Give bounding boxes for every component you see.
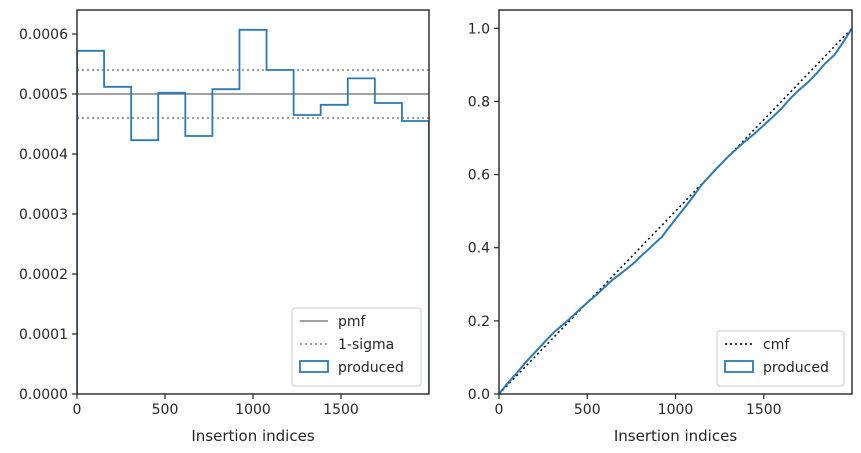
cumulative-point-20 bbox=[674, 218, 677, 220]
cumulative-point-4 bbox=[533, 352, 536, 354]
y-tick-label: 0.4 bbox=[468, 241, 490, 257]
legend-label: produced bbox=[763, 360, 829, 376]
cumulative-point-25 bbox=[718, 164, 721, 167]
cumulative-point-6 bbox=[552, 332, 555, 334]
cumulative-point-5 bbox=[542, 342, 544, 345]
legend-handle-patch bbox=[724, 360, 754, 373]
x-axis-label: Insertion indices bbox=[614, 427, 737, 445]
plot-data bbox=[499, 27, 852, 394]
legend-label: produced bbox=[338, 360, 404, 376]
cumulative-point-31 bbox=[780, 107, 783, 110]
cumulative-point-24 bbox=[715, 167, 718, 170]
y-tick-label: 0.0002 bbox=[19, 267, 68, 283]
cumulative-point-28 bbox=[745, 139, 747, 142]
cumulative-point-38 bbox=[842, 41, 844, 43]
cumulative-point-17 bbox=[648, 248, 650, 250]
legend-label: pmf bbox=[338, 314, 367, 330]
cumulative-point-10 bbox=[586, 301, 589, 304]
x-tick-label: 0 bbox=[73, 402, 82, 418]
chart-panel-cmf: 0 500 1000 1500 0.0 0.2 0.4 0.6 0.8 1.0 Insertion … bbox=[468, 9, 853, 445]
cumulative-point-1 bbox=[507, 382, 509, 384]
cumulative-point-13 bbox=[612, 278, 615, 280]
cumulative-point-22 bbox=[692, 195, 694, 198]
legend-label: 1-sigma bbox=[338, 337, 394, 353]
y-tick-label: 0.0004 bbox=[19, 147, 68, 163]
chart-panel-pmf: 0 500 1000 1500 0.0000 0.0001 0.0002 0.0003 0.00… bbox=[19, 9, 430, 445]
y-tick-label: 0.6 bbox=[468, 168, 490, 184]
x-tick-label: 500 bbox=[574, 402, 601, 418]
cumulative-point-21 bbox=[688, 201, 690, 203]
legend-handle-patch bbox=[299, 360, 329, 373]
cumulative-point-14 bbox=[621, 271, 624, 274]
y-tick-label: 0.0005 bbox=[19, 87, 68, 103]
plot-data bbox=[77, 28, 429, 394]
y-tick-label: 0.0 bbox=[468, 387, 490, 403]
x-tick-label: 1000 bbox=[658, 402, 694, 418]
y-tick-label: 0.0006 bbox=[19, 27, 68, 43]
legend-frame bbox=[291, 307, 422, 387]
cumulative-point-18 bbox=[661, 235, 663, 238]
cumulative-point-16 bbox=[639, 256, 641, 258]
y-tick-label: 0.0000 bbox=[19, 387, 68, 403]
x-tick-label: 0 bbox=[495, 402, 504, 418]
x-tick-label: 1500 bbox=[323, 402, 359, 418]
cumulative-point-23 bbox=[701, 183, 703, 186]
cumulative-point-7 bbox=[559, 325, 562, 328]
cumulative-point-3 bbox=[525, 361, 527, 363]
cumulative-point-19 bbox=[665, 229, 668, 232]
cumulative-point-8 bbox=[568, 318, 571, 320]
x-axis-label: Insertion indices bbox=[191, 427, 314, 445]
cumulative-point-34 bbox=[807, 81, 809, 84]
cumulative-point-11 bbox=[595, 294, 597, 297]
x-tick-label: 1500 bbox=[746, 402, 782, 418]
y-tick-label: 0.0003 bbox=[19, 207, 68, 223]
legend: cmf produced bbox=[716, 330, 845, 387]
cumulative-point-37 bbox=[833, 54, 836, 56]
legend-label: cmf bbox=[763, 337, 790, 353]
x-tick-label: 500 bbox=[152, 402, 179, 418]
cumulative-point-15 bbox=[633, 261, 636, 264]
y-tick-label: 0.0001 bbox=[19, 327, 68, 343]
y-tick-label: 0.2 bbox=[468, 314, 490, 330]
cumulative-point-9 bbox=[579, 307, 582, 310]
x-tick-label: 1000 bbox=[235, 402, 271, 418]
cumulative-point-35 bbox=[815, 72, 818, 75]
cumulative-point-26 bbox=[727, 155, 730, 158]
y-tick-label: 0.8 bbox=[468, 94, 490, 110]
cumulative-point-33 bbox=[796, 90, 799, 92]
cumulative-point-27 bbox=[742, 141, 745, 144]
cumulative-point-29 bbox=[754, 132, 756, 135]
legend: pmf 1-sigma produced bbox=[291, 307, 422, 387]
series-produced-line bbox=[499, 27, 852, 394]
cumulative-point-30 bbox=[769, 118, 772, 120]
series-produced-step bbox=[77, 28, 429, 394]
cumulative-point-32 bbox=[789, 97, 792, 100]
cumulative-point-36 bbox=[824, 62, 826, 65]
cumulative-point-12 bbox=[606, 283, 609, 286]
cumulative-point-2 bbox=[515, 372, 518, 374]
y-tick-label: 1.0 bbox=[468, 21, 490, 37]
